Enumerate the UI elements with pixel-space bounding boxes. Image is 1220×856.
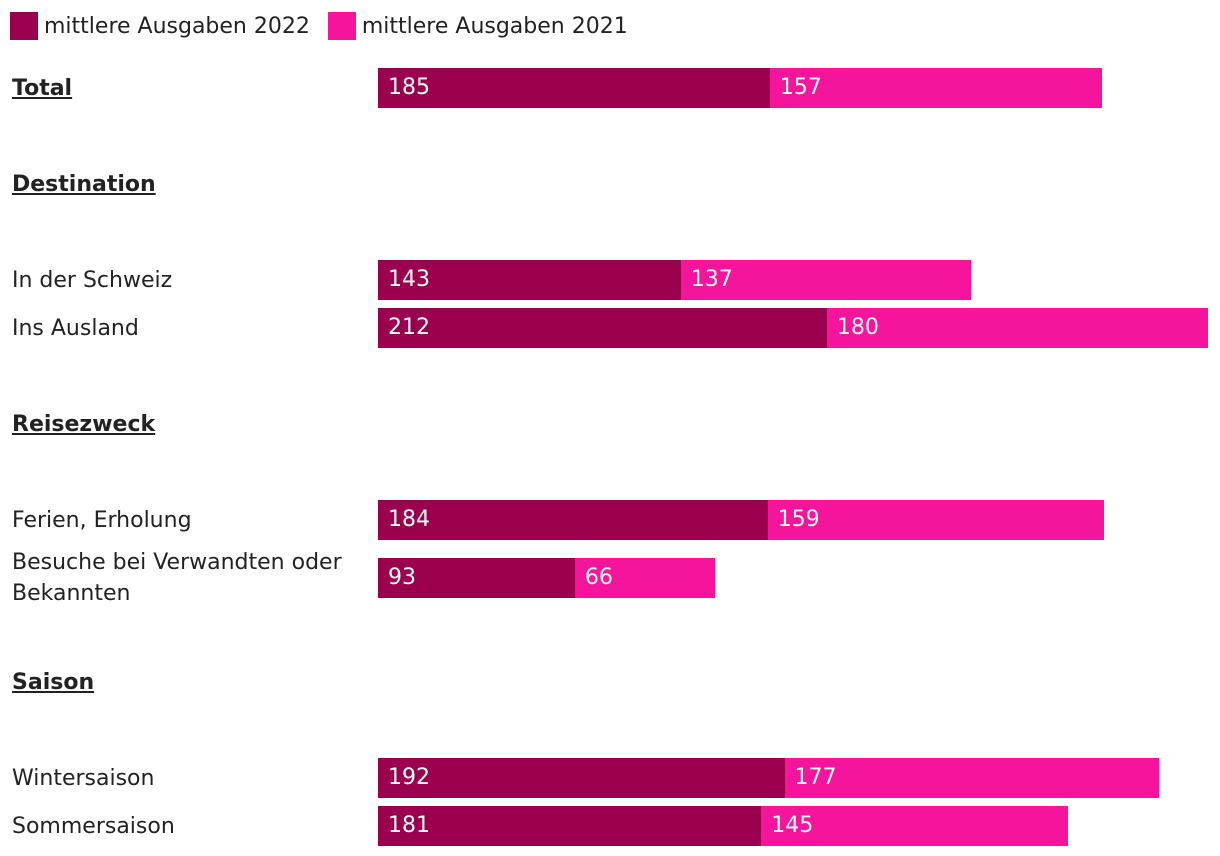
bar-2021: 137 — [680, 260, 971, 300]
bar-2022: 212 — [378, 308, 827, 348]
bar-2022: 143 — [378, 260, 681, 300]
bar-value-label: 159 — [777, 507, 820, 532]
bar-value-label: 143 — [388, 267, 430, 292]
bar-2021: 180 — [826, 308, 1208, 348]
section-header: Total — [12, 75, 73, 101]
section-header: Saison — [12, 669, 95, 695]
bar-2021: 66 — [574, 558, 715, 598]
bar-2022: 181 — [378, 806, 762, 846]
legend: mittlere Ausgaben 2022 mittlere Ausgaben… — [10, 10, 646, 42]
bar-2022: 93 — [378, 558, 575, 598]
category-label: In der Schweiz — [12, 267, 173, 293]
legend-label-2022: mittlere Ausgaben 2022 — [44, 13, 310, 39]
bar-value-label: 212 — [388, 315, 430, 340]
legend-swatch-2022 — [10, 12, 38, 40]
bar-2022: 185 — [378, 68, 770, 108]
section-header: Reisezweck — [12, 411, 156, 437]
section-header: Destination — [12, 171, 156, 197]
bar-value-label: 185 — [388, 75, 430, 100]
bar-value-label: 66 — [584, 565, 613, 590]
legend-label-2021: mittlere Ausgaben 2021 — [361, 13, 628, 39]
legend-item-2022: mittlere Ausgaben 2022 — [10, 12, 310, 40]
bar-value-label: 145 — [771, 813, 814, 838]
category-label: Besuche bei Verwandten oder Bekannten — [12, 550, 342, 606]
category-label: Sommersaison — [12, 813, 175, 839]
category-label: Ins Ausland — [12, 315, 139, 341]
bar-2021: 159 — [767, 500, 1105, 540]
bar-value-label: 157 — [779, 75, 822, 100]
bar-2022: 192 — [378, 758, 785, 798]
bar-value-label: 192 — [388, 765, 430, 790]
bar-value-label: 177 — [794, 765, 837, 790]
category-label: Ferien, Erholung — [12, 507, 192, 533]
bar-value-label: 184 — [388, 507, 430, 532]
bar-2021: 157 — [769, 68, 1103, 108]
category-label: Wintersaison — [12, 765, 155, 791]
bar-value-label: 137 — [690, 267, 733, 292]
legend-swatch-2021 — [327, 12, 356, 40]
bar-2022: 184 — [378, 500, 768, 540]
bar-value-label: 180 — [836, 315, 879, 340]
bar-value-label: 93 — [388, 565, 416, 590]
legend-item-2021: mittlere Ausgaben 2021 — [327, 12, 628, 40]
bar-2021: 177 — [784, 758, 1160, 798]
bar-2021: 145 — [761, 806, 1069, 846]
bar-value-label: 181 — [388, 813, 430, 838]
